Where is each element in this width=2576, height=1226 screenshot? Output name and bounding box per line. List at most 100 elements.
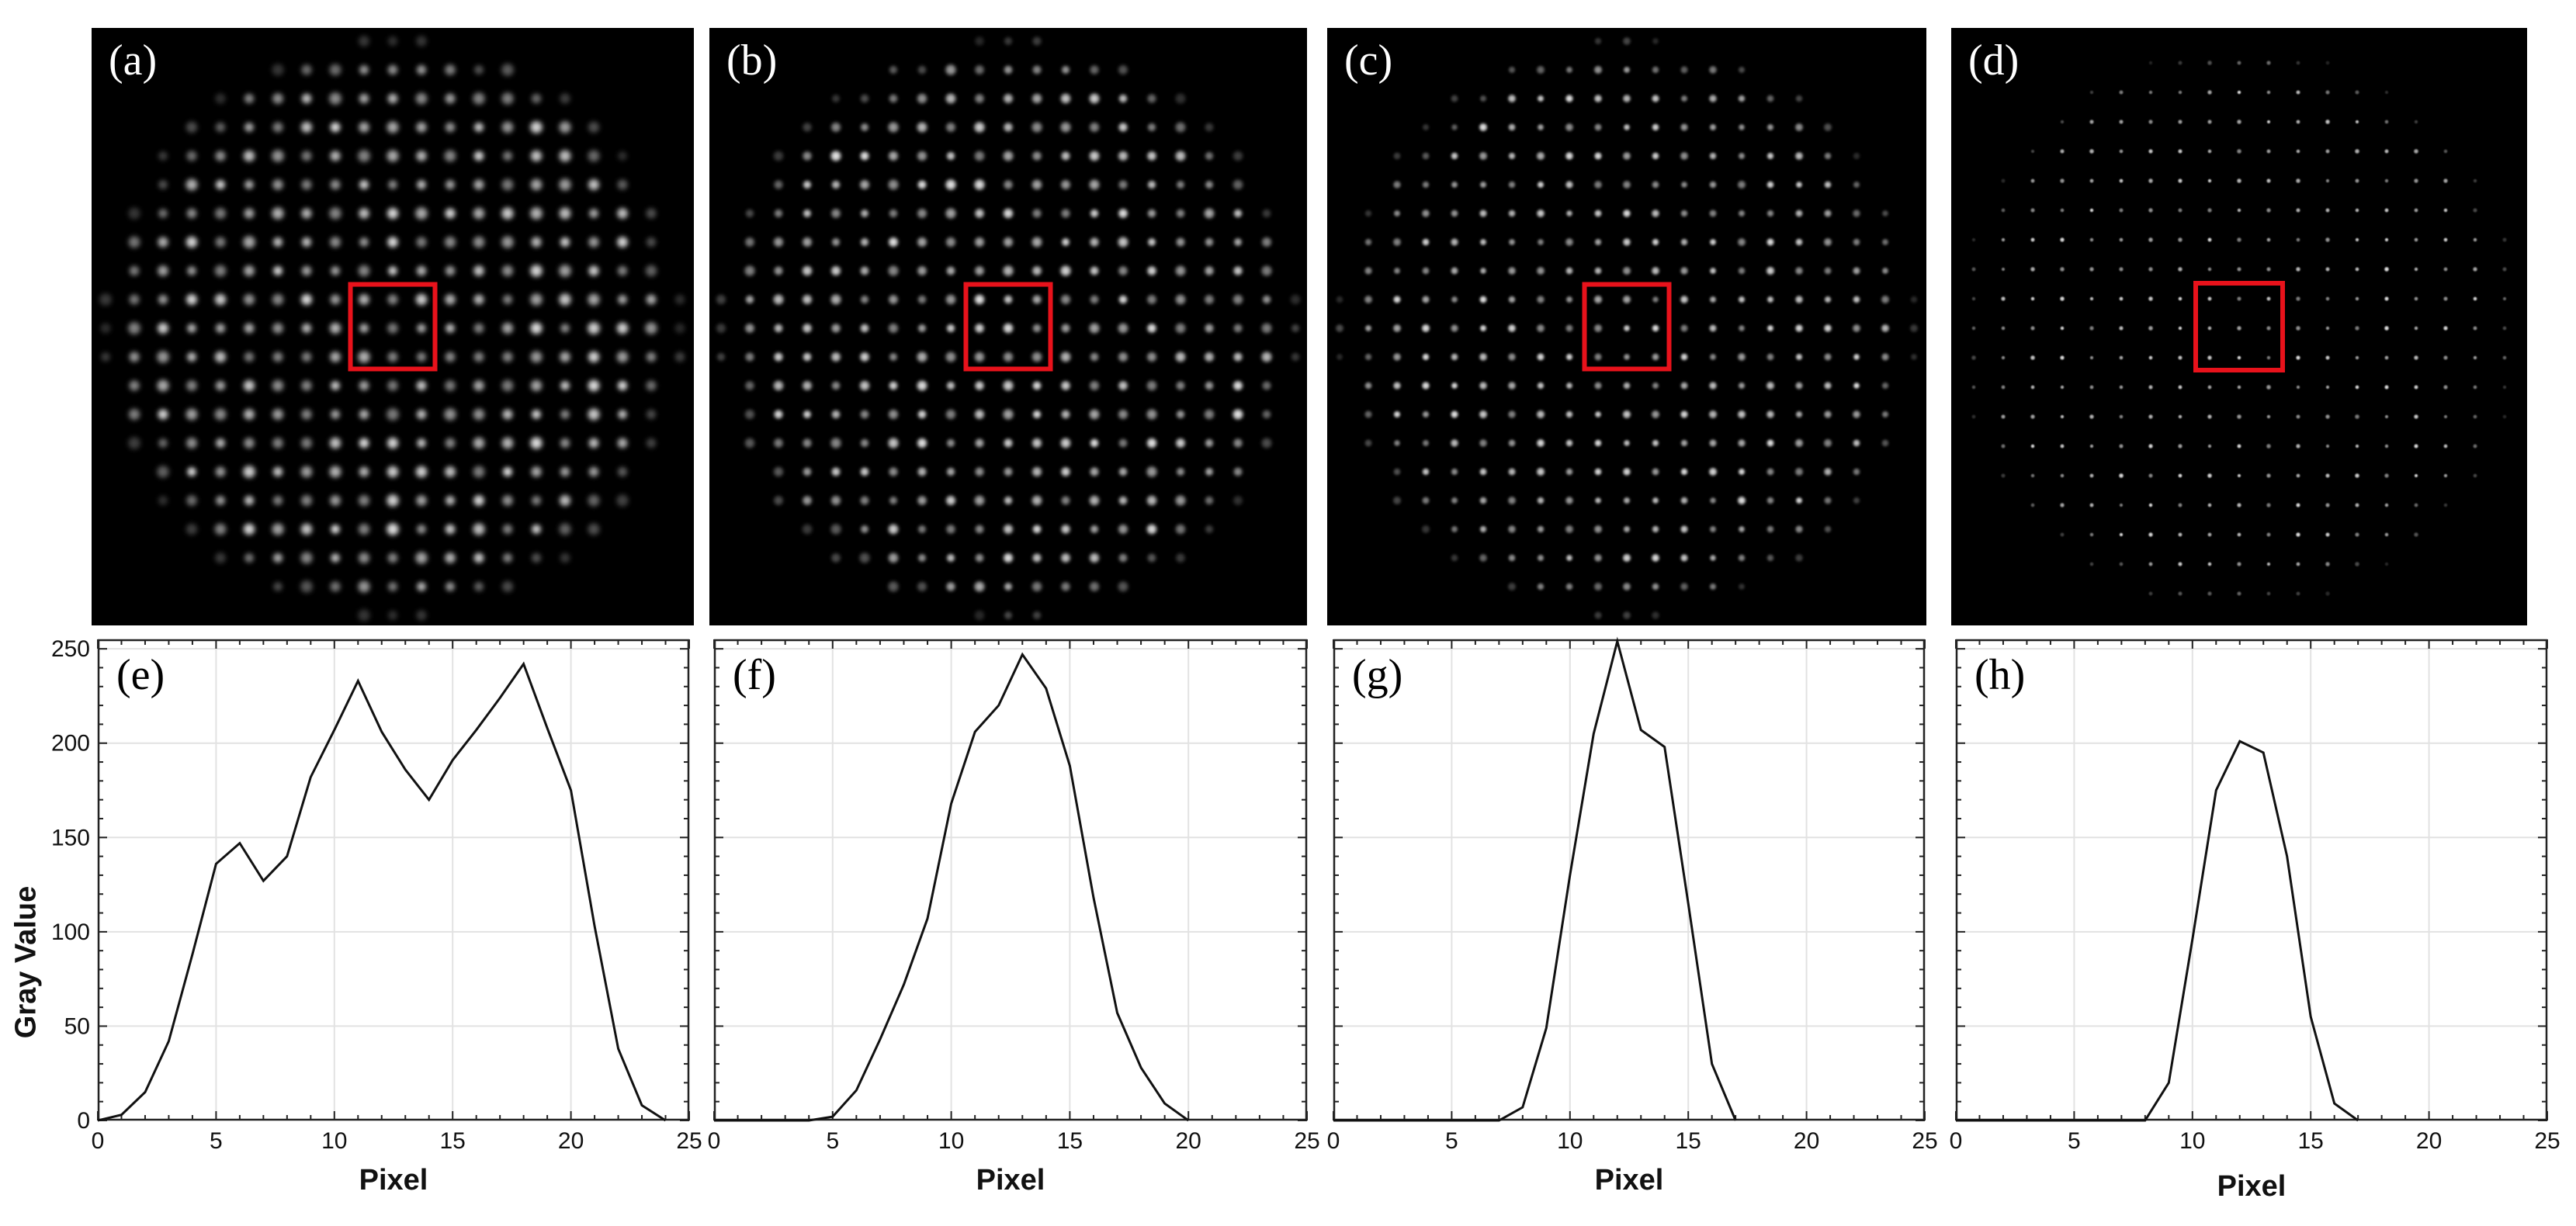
spot [269, 291, 286, 308]
spot [1593, 64, 1603, 75]
spot [1593, 208, 1603, 219]
spot [1565, 582, 1574, 591]
spot [614, 492, 631, 509]
spot [1031, 322, 1043, 334]
spot [213, 120, 227, 134]
spot [1449, 323, 1460, 334]
spot [2030, 502, 2036, 508]
spot [499, 377, 516, 394]
spot [1204, 524, 1215, 535]
spot [1766, 525, 1775, 534]
spot [1364, 324, 1373, 333]
spot [1536, 237, 1545, 247]
spot [2325, 207, 2331, 213]
spot [1822, 208, 1833, 219]
spot [587, 206, 601, 220]
spot [529, 522, 543, 536]
spot [2118, 207, 2124, 213]
y-tick-label: 200 [51, 731, 90, 757]
spot [1679, 64, 1690, 75]
spot [1260, 379, 1273, 392]
x-tick-label: 5 [2068, 1128, 2081, 1154]
spot [2472, 384, 2478, 390]
spot [915, 235, 929, 249]
spot [2119, 532, 2124, 537]
spot [1392, 179, 1402, 190]
spot [917, 323, 927, 334]
spot [1564, 179, 1575, 190]
spot [585, 320, 602, 337]
spot [1708, 409, 1718, 420]
spot [1737, 467, 1746, 476]
spot [2325, 444, 2330, 448]
spot [1030, 494, 1044, 507]
spot [2443, 148, 2449, 154]
spot [2384, 561, 2390, 567]
spot [1621, 581, 1632, 592]
spot [1001, 321, 1015, 335]
spot [643, 292, 659, 307]
spot [442, 206, 458, 221]
spot [2177, 60, 2183, 66]
spot [1794, 380, 1805, 391]
spot [1203, 437, 1215, 449]
profile-line [97, 661, 667, 1122]
spot [2207, 414, 2213, 420]
spot [2443, 443, 2449, 449]
spot [2148, 443, 2154, 449]
spot [156, 436, 170, 450]
spot [1736, 179, 1747, 190]
spot [1087, 407, 1101, 421]
spot [2236, 414, 2242, 420]
spot [1479, 324, 1488, 333]
spot [1450, 123, 1459, 132]
spot [2413, 355, 2419, 361]
spot [356, 521, 372, 537]
profile-svg-f: 0 5 10 15 20 25 [708, 639, 1320, 1154]
spot [2354, 207, 2360, 213]
spot [126, 406, 143, 423]
spot [471, 263, 487, 279]
spot [1174, 92, 1187, 106]
spot [529, 234, 544, 250]
spot [2089, 89, 2095, 95]
spot [2000, 325, 2006, 331]
spot [944, 92, 958, 106]
spot [1794, 237, 1804, 247]
spot [500, 349, 515, 365]
spot [2177, 296, 2183, 302]
spot [1679, 323, 1690, 334]
spot [1478, 438, 1489, 448]
spot [1146, 122, 1157, 133]
spot [1088, 293, 1101, 306]
spot [2501, 237, 2508, 243]
spot [801, 351, 813, 363]
spot [2207, 296, 2213, 302]
spot [2089, 414, 2095, 420]
spot [328, 119, 343, 135]
spot [242, 551, 256, 565]
spot [1593, 294, 1603, 305]
spot [1766, 180, 1775, 189]
spot [1535, 265, 1546, 276]
spot [973, 350, 986, 364]
spot [1088, 351, 1101, 363]
spot [269, 205, 286, 222]
spot [299, 378, 314, 393]
spot [386, 580, 400, 594]
spot [1564, 151, 1575, 161]
spot [499, 176, 516, 193]
spot [1450, 352, 1459, 362]
spot [2295, 89, 2301, 95]
spot [2118, 178, 2124, 184]
spot [1679, 265, 1690, 276]
spot [643, 320, 660, 337]
spot [2354, 89, 2360, 95]
spot [2384, 296, 2390, 302]
spot [587, 465, 601, 479]
spot [887, 207, 900, 220]
spot [1116, 379, 1130, 393]
spot [1059, 150, 1072, 162]
spot [915, 436, 929, 450]
spot [1479, 237, 1488, 247]
